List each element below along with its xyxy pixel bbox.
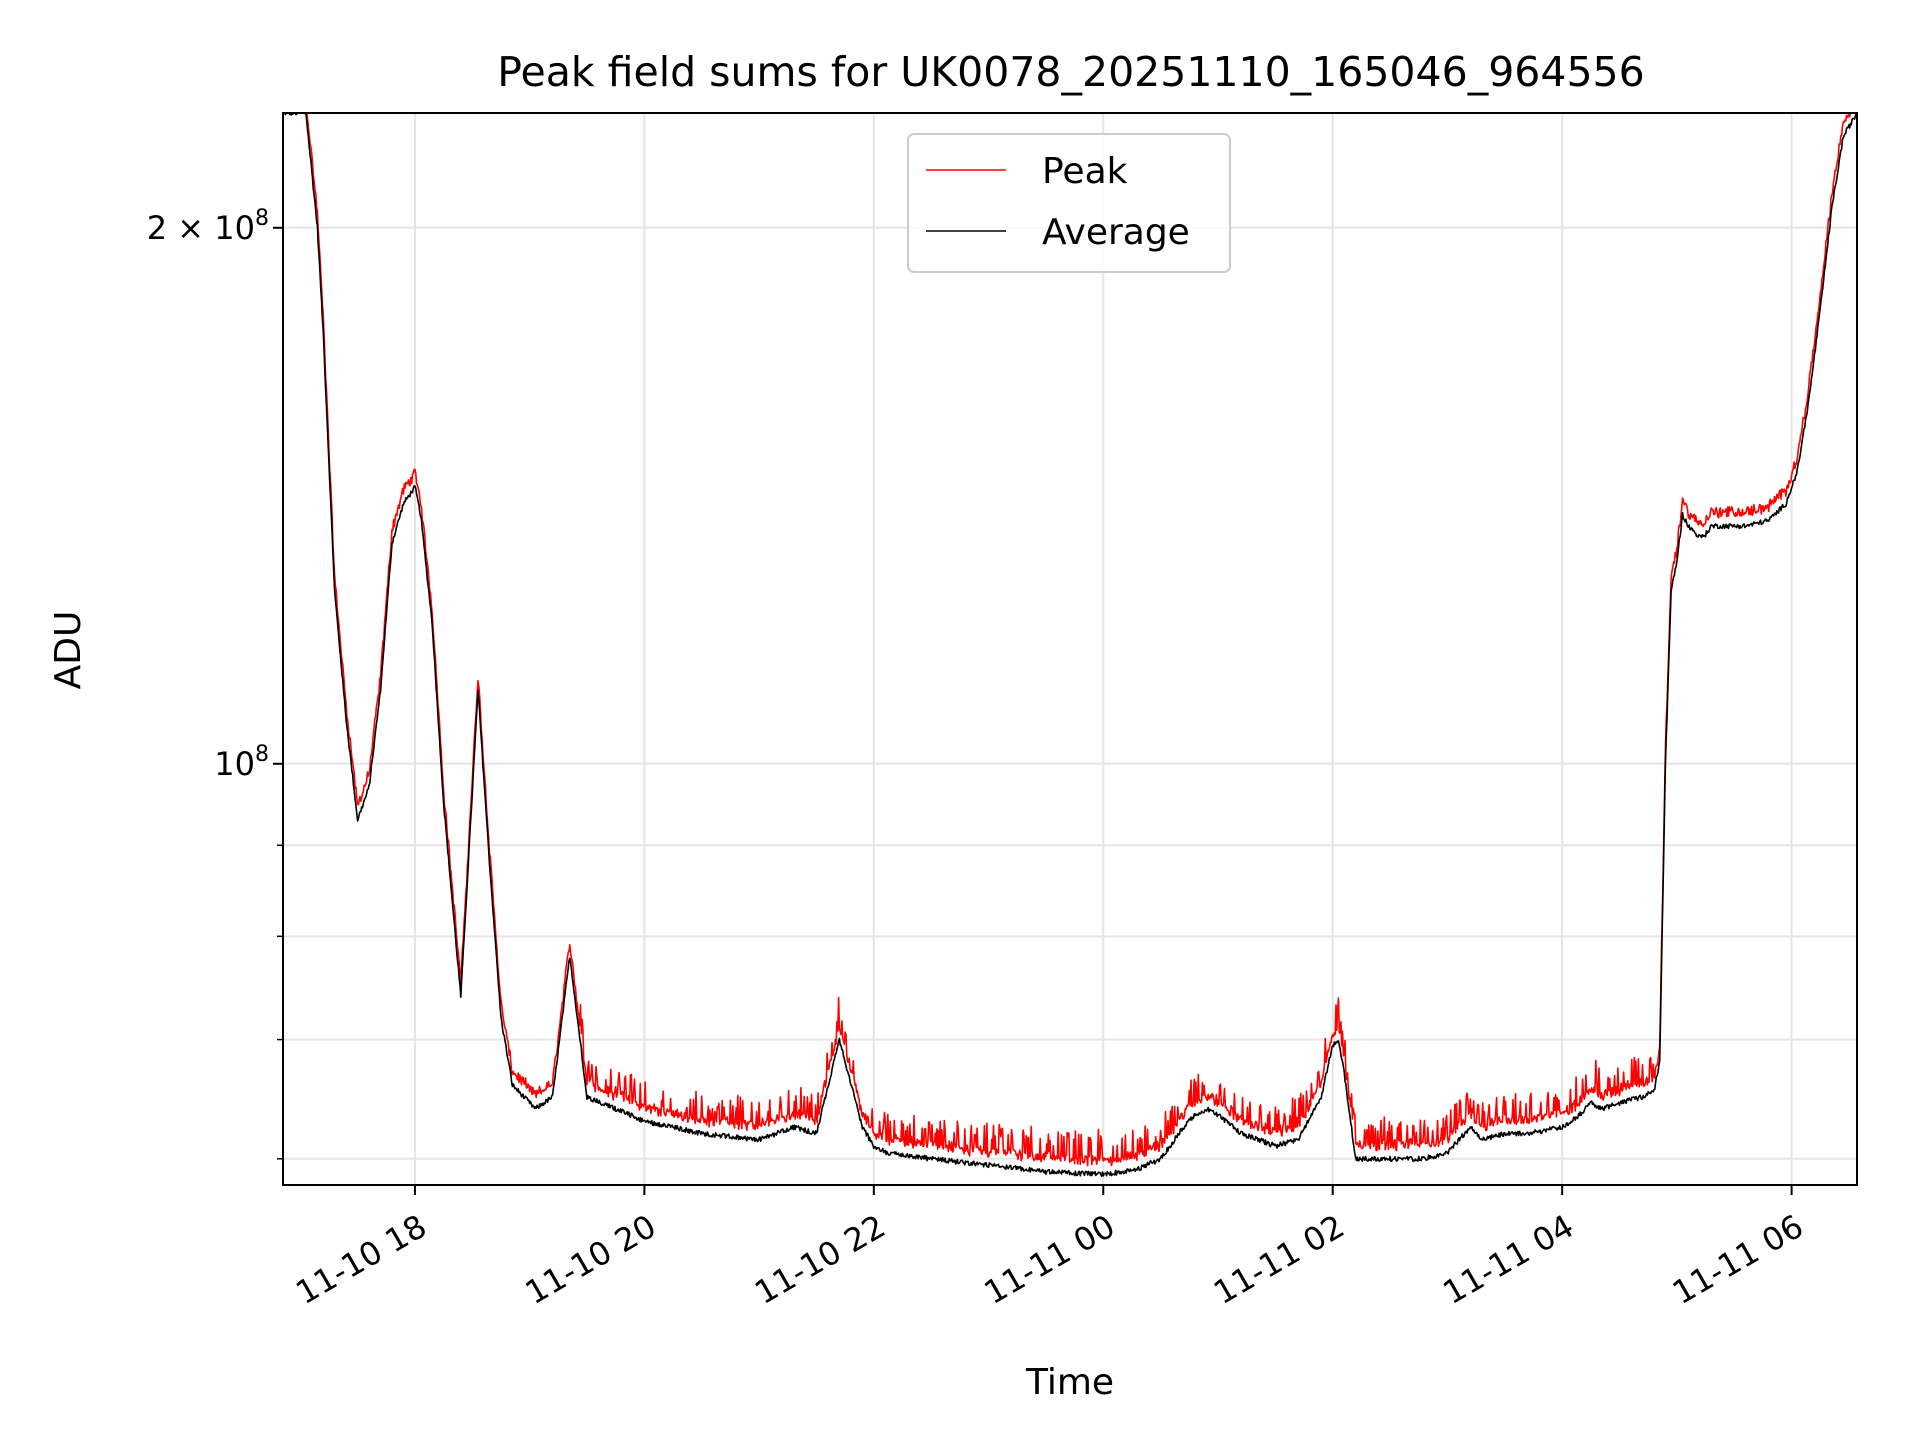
legend-peak-label: Peak [1042,151,1128,192]
legend: Peak Average [907,133,1231,273]
y-tick-label-1: 2 × 108 [147,206,269,247]
plot-frame [282,112,1858,1186]
y-axis-label: ADU [48,611,89,690]
legend-average-label: Average [1042,212,1190,253]
y-axis-ticks: 108 2 × 108 [147,206,283,1160]
series-line-average [282,112,1858,1177]
series-line-peak [282,112,1857,1167]
x-axis-label: Time [1025,1362,1114,1403]
plot-series [282,112,1858,1177]
chart-title: Peak field sums for UK0078_20251110_1650… [497,48,1644,96]
y-tick-label-0: 108 [214,742,269,783]
grid-lines [283,113,1857,1185]
legend-box [907,133,1231,273]
